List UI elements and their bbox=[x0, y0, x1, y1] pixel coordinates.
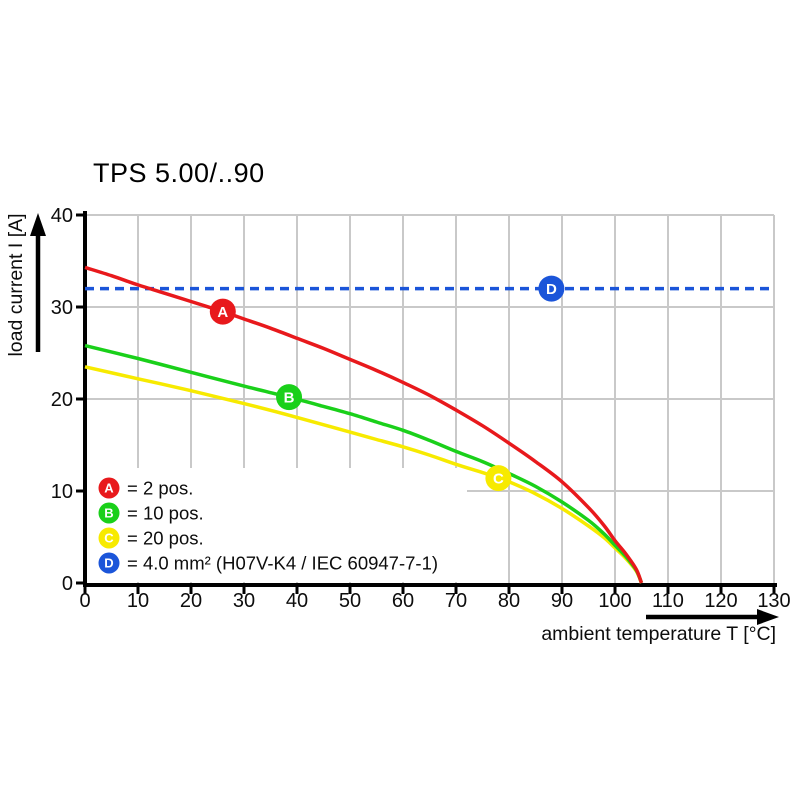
curve-marker-circle-C bbox=[485, 465, 512, 492]
legend-dot-A-icon bbox=[98, 477, 120, 499]
y-axis-arrow bbox=[30, 213, 46, 352]
y-tick-label-30: 30 bbox=[51, 297, 73, 319]
curve-A bbox=[84, 265, 644, 584]
x-tick-label-20: 20 bbox=[180, 590, 202, 612]
curve-marker-circle-D bbox=[538, 275, 565, 302]
legend-label-B: = 10 pos. bbox=[127, 503, 204, 524]
x-tick-label-10: 10 bbox=[127, 590, 149, 612]
curve-C bbox=[84, 365, 644, 584]
chart-title: TPS 5.00/..90 bbox=[93, 158, 265, 188]
x-tick-label-50: 50 bbox=[339, 590, 361, 612]
legend-item-C: C = 20 pos. bbox=[98, 527, 204, 549]
x-tick-label-40: 40 bbox=[286, 590, 308, 612]
x-tick-label-120: 120 bbox=[704, 590, 737, 612]
legend-dot-letter-A: A bbox=[104, 481, 114, 496]
legend-dot-letter-B: B bbox=[104, 506, 113, 521]
plot-area: 0 10 20 30 40 50 60 70 80 90 100 110 120 130 0 10 20 30 40… bbox=[51, 205, 791, 612]
x-tick-label-70: 70 bbox=[445, 590, 467, 612]
curve-marker-circle-A bbox=[209, 298, 236, 325]
legend-label-C: = 20 pos. bbox=[127, 528, 204, 549]
curve-marker-circle-B bbox=[276, 384, 303, 411]
y-tick-label-10: 10 bbox=[51, 481, 73, 503]
y-axis-label: load current I [A] bbox=[5, 213, 27, 356]
curve-marker-C: C bbox=[485, 465, 512, 492]
y-tick-label-0: 0 bbox=[62, 573, 73, 595]
curve-marker-B: B bbox=[276, 384, 303, 411]
legend-dot-C-icon bbox=[98, 527, 120, 549]
x-tick-label-0: 0 bbox=[79, 590, 90, 612]
legend-label-D: = 4.0 mm² (H07V-K4 / IEC 60947-7-1) bbox=[127, 553, 438, 574]
curve-marker-letter-B: B bbox=[284, 390, 295, 407]
legend-background bbox=[87, 468, 467, 582]
x-tick-label-80: 80 bbox=[498, 590, 520, 612]
x-tick-label-100: 100 bbox=[598, 590, 631, 612]
x-axis-arrow-head-icon bbox=[757, 609, 779, 625]
curve-marker-letter-A: A bbox=[217, 304, 228, 321]
curve-marker-D: D bbox=[538, 275, 565, 302]
legend-item-B: B = 10 pos. bbox=[98, 502, 204, 524]
x-axis-label: ambient temperature T [°C] bbox=[541, 623, 776, 645]
curve-B bbox=[84, 343, 644, 584]
x-tick-label-130: 130 bbox=[757, 590, 790, 612]
y-tick-label-40: 40 bbox=[51, 205, 73, 227]
y-tick-label-20: 20 bbox=[51, 389, 73, 411]
x-axis-arrow bbox=[646, 609, 779, 625]
legend-dot-letter-D: D bbox=[104, 556, 113, 571]
legend-dot-B-icon bbox=[98, 502, 120, 524]
legend-dot-D-icon bbox=[98, 552, 120, 574]
legend-item-D: D = 4.0 mm² (H07V-K4 / IEC 60947-7-1) bbox=[98, 552, 438, 574]
y-axis-arrow-head-icon bbox=[30, 213, 46, 236]
legend-dot-letter-C: C bbox=[104, 531, 114, 546]
curve-marker-letter-C: C bbox=[493, 471, 504, 488]
x-tick-label-90: 90 bbox=[551, 590, 573, 612]
x-tick-label-30: 30 bbox=[233, 590, 255, 612]
legend-item-A: A = 2 pos. bbox=[98, 477, 193, 499]
legend-label-A: = 2 pos. bbox=[127, 478, 193, 499]
curve-marker-letter-D: D bbox=[546, 281, 557, 298]
x-tick-label-60: 60 bbox=[392, 590, 414, 612]
curve-marker-A: A bbox=[209, 298, 236, 325]
x-tick-label-110: 110 bbox=[652, 590, 684, 612]
